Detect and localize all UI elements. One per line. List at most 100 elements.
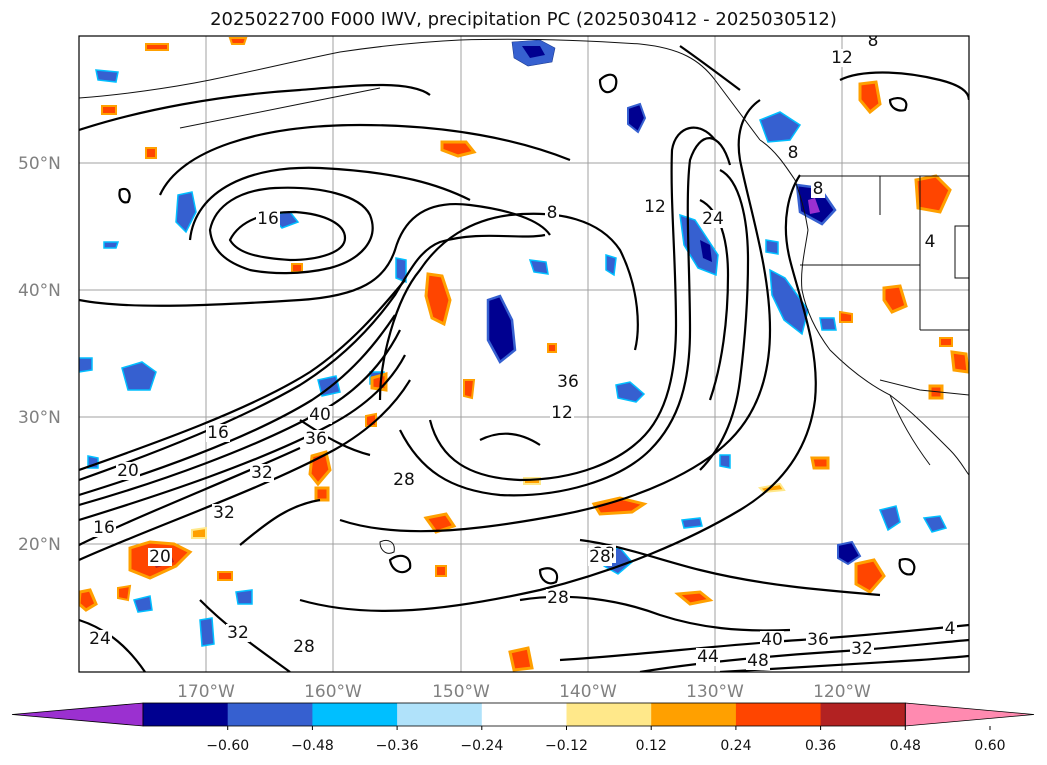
iwv-contour [79,618,146,672]
contour-label-bg [943,620,957,638]
precip-patch [103,241,120,249]
precip-patch [101,105,117,115]
contour-label-bg [786,144,800,162]
colorbar-tick-label: −0.24 [460,738,503,754]
contour-label-bg [556,373,580,391]
colorbar-tick-label: −0.60 [206,738,249,754]
precip-patch [839,310,853,323]
precip-patch [508,646,534,672]
contour-label-bg [545,204,559,222]
contour-label: 44 [697,647,719,667]
lat-label-20n: 20°N [18,535,61,555]
contour-label: 8 [547,203,558,223]
precip-patch [547,343,557,353]
iwv-contour [118,187,131,204]
precip-patch [117,584,132,602]
contour-label-bg [923,233,937,251]
precip-patch [228,37,248,45]
iwv-contour [699,169,750,471]
precip-patch [605,253,617,277]
precip-patch [769,268,809,336]
contour-label: 4 [945,619,956,639]
precip-patch [591,496,648,516]
precip-patch [191,526,207,539]
contour-label: 28 [547,588,569,608]
colorbar-tick-label: 0.12 [636,738,667,754]
contour-label-bg [92,519,116,537]
contour-label: 24 [702,209,724,229]
iwv-contour [538,567,559,585]
iwv-contour [299,174,817,612]
precip-patch [314,486,330,502]
precip-patch [700,240,712,262]
precip-patch [950,350,969,374]
contour-label-bg [811,180,825,198]
colorbar-segment [481,703,567,726]
iwv-contour [339,99,772,533]
precip-patch [837,540,862,566]
contour-label-bg [206,424,230,442]
precip-patch [914,174,952,214]
precip-patch [486,294,517,364]
colorbar-segment [397,703,483,726]
precip-patch [121,361,157,391]
contour-label-bg [212,504,236,522]
colorbar-segment [566,703,652,726]
contour-label-bg [308,406,332,424]
precip-patch [395,257,407,284]
precip-patch [858,80,882,115]
contour-label: 32 [227,623,249,643]
colorbar-tick-label: 0.48 [890,738,921,754]
contour-label-bg [588,548,612,566]
iwv-contour [79,314,396,497]
latitude-labels: 50°N 40°N 30°N 20°N [18,154,61,555]
contour-label-bg [701,210,725,228]
contour-label-bg [304,430,328,448]
lon-label-130w: 130°W [686,682,744,702]
lon-label-160w: 160°W [304,682,362,702]
precip-patch [217,571,233,581]
contour-label-bg [292,638,316,656]
iwv-contours [79,45,969,672]
precip-patch [423,512,457,534]
iwv-contour [79,279,406,472]
contour-label-bg [392,471,416,489]
contour-label: 36 [557,372,579,392]
contour-label: 12 [644,197,666,217]
contour-label: 32 [851,639,873,659]
contour-labels: 1281681224884284036162032122836321620282… [88,31,957,671]
precip-patch [528,259,549,275]
plot-frame [78,35,970,673]
iwv-contour [188,166,471,241]
iwv-contour [208,186,374,275]
contour-label-bg [546,589,570,607]
iwv-contour [299,419,371,457]
contour-label: 40 [761,630,783,650]
colorbar-extend-high [904,702,1035,727]
colorbar-tick-label: 0.24 [720,738,751,754]
precip-positive-patches [79,37,969,672]
coastline-bc [759,139,809,231]
iwv-contour [679,45,741,91]
colorbar-segment [312,703,398,726]
precip-patch [145,43,169,51]
colorbar-tick-label: −0.12 [545,738,588,754]
contour-label: 36 [305,429,327,449]
coastline-gulf-alaska [459,38,761,141]
contour-label: 20 [117,461,139,481]
precip-patch [674,590,714,606]
contour-label: 16 [257,209,279,229]
precip-patch [939,337,953,347]
contour-label: 8 [868,31,879,51]
contour-label: 4 [925,232,936,252]
precip-patch [922,515,948,533]
colorbar: −0.60 −0.48 −0.36 −0.24 −0.12 0.12 0.24 0.36 0.4… [11,702,1035,754]
iwv-contour [639,638,969,672]
contour-label-bg [806,631,830,649]
contour-label-bg [226,624,250,642]
contour-label-bg [866,36,880,50]
contour-label-bg [643,198,667,216]
lat-label-50n: 50°N [18,154,61,174]
contour-label-bg [88,630,112,648]
contour-label-bg [256,210,280,228]
